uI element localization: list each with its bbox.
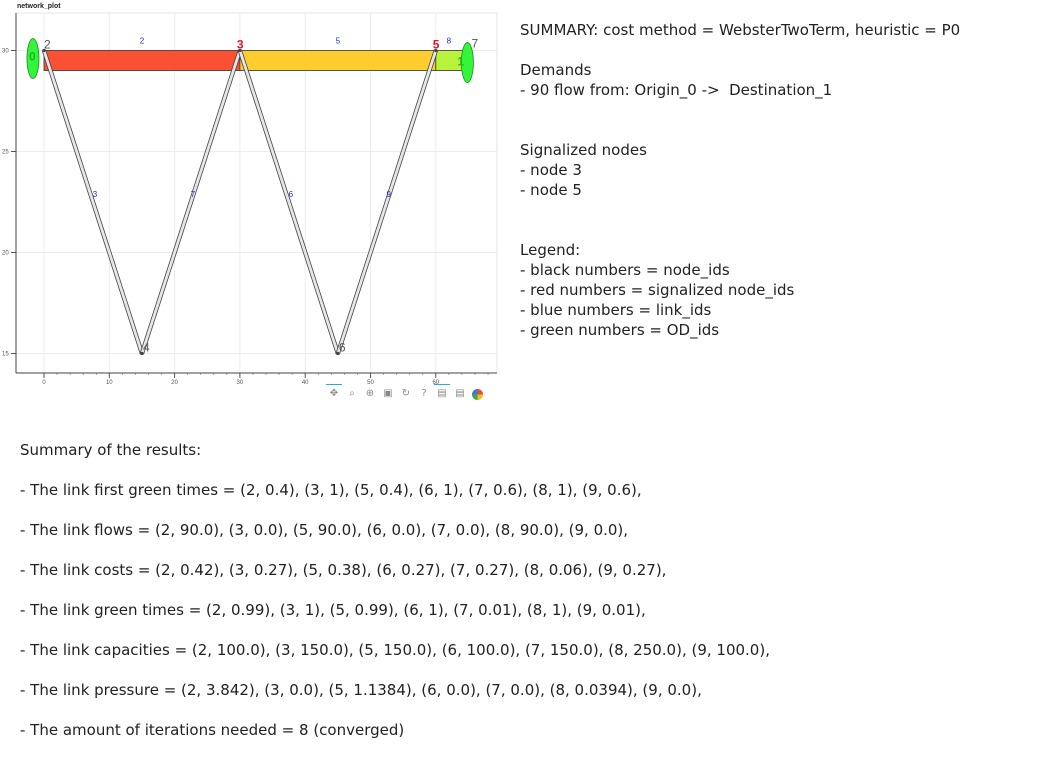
node-label: 7 <box>471 37 478 51</box>
x-tick-label: 50 <box>367 380 374 386</box>
node-label: 2 <box>44 38 51 52</box>
x-tick-label: 40 <box>302 380 309 386</box>
y-tick-label: 20 <box>2 251 9 257</box>
hover-icon-2[interactable]: ▤ <box>455 388 465 399</box>
link-label: 2 <box>140 36 145 45</box>
grid <box>15 12 498 374</box>
legend-item: - black numbers = node_ids <box>520 261 730 279</box>
y-tick-label: 25 <box>2 150 9 156</box>
plot-frame <box>15 12 498 374</box>
result-capacities: - The link capacities = (2, 100.0), (3, … <box>20 641 770 659</box>
legend-item: - blue numbers = link_ids <box>520 301 712 319</box>
y-tick-label: 15 <box>2 352 9 358</box>
x-tick-label: 10 <box>106 380 113 386</box>
links <box>41 49 469 355</box>
plot-title: network_plot <box>17 3 61 10</box>
wheel-zoom-icon[interactable]: ⊕ <box>365 388 375 399</box>
node-label: 6 <box>339 341 346 355</box>
link-label: 7 <box>191 190 196 199</box>
signalized-title: Signalized nodes <box>520 141 647 159</box>
legend-title: Legend: <box>520 241 581 259</box>
demand-item: - 90 flow from: Origin_0 -> Destination_… <box>520 81 833 99</box>
node-marker-6 <box>336 351 340 356</box>
results-title: Summary of the results: <box>20 441 202 459</box>
link-label: 9 <box>387 190 392 199</box>
result-link-costs: - The link costs = (2, 0.42), (3, 0.27),… <box>20 561 667 579</box>
x-tick-label: 60 <box>432 380 439 386</box>
result-link-flows: - The link flows = (2, 90.0), (3, 0.0), … <box>20 521 629 539</box>
demands-title: Demands <box>520 61 592 79</box>
results-section: Summary of the results: - The link first… <box>20 440 1040 760</box>
node-marker-5 <box>434 48 438 53</box>
bokeh-logo-icon <box>472 389 483 400</box>
node-marker-3 <box>238 48 242 53</box>
box-zoom-icon[interactable]: ⌕ <box>349 388 355 399</box>
plot-toolbar: ✥ ⌕ ⊕ ▣ ↻? ▤ ▤ <box>326 384 498 400</box>
link-label: 6 <box>289 190 294 199</box>
help-icon[interactable]: ? <box>421 388 427 399</box>
x-tick-label: 0 <box>42 380 46 386</box>
legend-item: - green numbers = OD_ids <box>520 321 720 339</box>
reset-icon[interactable]: ↻ <box>401 388 411 399</box>
y-tick-label: 30 <box>2 49 9 55</box>
link-5 <box>239 50 437 71</box>
link-label: 5 <box>336 36 341 45</box>
od-marker-1 <box>460 42 474 83</box>
legend-item: - red numbers = signalized node_ids <box>520 281 795 299</box>
od-label: 0 <box>29 50 36 64</box>
node-marker-2 <box>42 48 46 53</box>
pan-tool-icon[interactable]: ✥ <box>326 384 342 399</box>
node-label: 4 <box>143 341 150 355</box>
x-tick-label: 30 <box>237 380 244 386</box>
signalized-item: - node 5 <box>520 181 582 199</box>
hover-icon[interactable]: ▤ <box>434 384 450 399</box>
nodes <box>26 38 474 356</box>
result-iterations: - The amount of iterations needed = 8 (c… <box>20 721 405 739</box>
result-pressure: - The link pressure = (2, 3.842), (3, 0.… <box>20 681 702 699</box>
summary-header: SUMMARY: cost method = WebsterTwoTerm, h… <box>520 21 961 39</box>
link-2 <box>43 50 241 71</box>
signalized-node-label: 5 <box>433 38 440 52</box>
link-label: 8 <box>447 36 452 45</box>
summary-panel: SUMMARY: cost method = WebsterTwoTerm, h… <box>520 20 1040 340</box>
signalized-item: - node 3 <box>520 161 582 179</box>
node-marker-4 <box>140 351 144 356</box>
signalized-node-label: 3 <box>237 38 244 52</box>
save-icon[interactable]: ▣ <box>383 388 393 399</box>
result-green-times: - The link green times = (2, 0.99), (3, … <box>20 601 646 619</box>
od-label: 1 <box>457 55 464 69</box>
x-tick-label: 20 <box>171 380 178 386</box>
result-first-green-times: - The link first green times = (2, 0.4),… <box>20 481 642 499</box>
od-marker-0 <box>26 38 40 79</box>
link-label: 3 <box>93 190 98 199</box>
